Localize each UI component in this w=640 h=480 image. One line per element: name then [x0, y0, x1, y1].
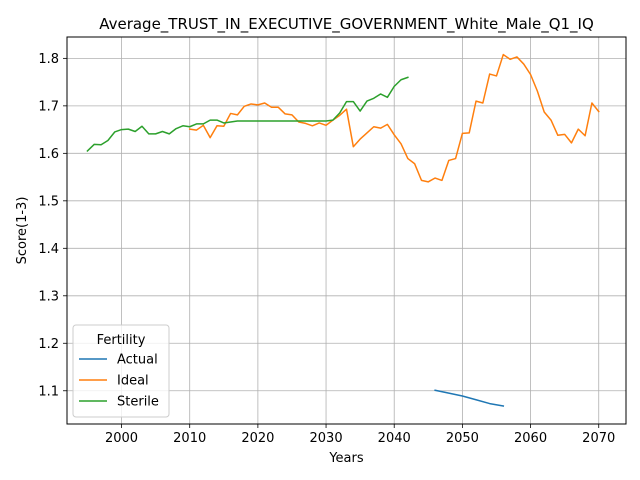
- legend-label-ideal: Ideal: [117, 374, 149, 389]
- legend-box: [72, 324, 170, 418]
- x-tick-label: 2040: [378, 431, 411, 446]
- legend-entries: Actual Ideal Sterile: [79, 353, 159, 410]
- y-tick-label: 1.1: [38, 384, 59, 399]
- y-tick-label: 1.8: [38, 52, 59, 67]
- y-tick-label: 1.5: [38, 194, 59, 209]
- y-tick-label: 1.3: [38, 289, 59, 304]
- y-axis-label: Score(1-3): [15, 197, 30, 265]
- legend-label-sterile: Sterile: [117, 395, 159, 410]
- x-tick-label: 2050: [446, 431, 479, 446]
- x-tick-label: 2020: [241, 431, 274, 446]
- legend-title: Fertility: [97, 333, 146, 348]
- plot-frame: [66, 36, 627, 425]
- x-tick-label: 2000: [105, 431, 138, 446]
- legend-label-actual: Actual: [117, 353, 158, 368]
- x-axis-label: Years: [328, 451, 364, 466]
- series-line-ideal: [188, 53, 600, 183]
- series-line-sterile: [86, 76, 409, 153]
- x-tick-label: 2010: [173, 431, 206, 446]
- y-tick-label: 1.7: [38, 99, 59, 114]
- series-line-actual: [434, 389, 505, 407]
- y-tick-label: 1.4: [38, 242, 59, 257]
- x-tick-label: 2030: [310, 431, 343, 446]
- x-tick-label: 2070: [582, 431, 615, 446]
- y-tick-label: 1.2: [38, 337, 59, 352]
- x-tick-label: 2060: [514, 431, 547, 446]
- axis-ticks: 2000 2010 2020 2030 2040 2050 2060 2070 1.1 1.2 1.…: [38, 52, 615, 446]
- y-tick-label: 1.6: [38, 147, 59, 162]
- chart-title: Average_TRUST_IN_EXECUTIVE_GOVERNMENT_Wh…: [99, 15, 594, 34]
- legend: Fertility Actual Ideal Sterile: [72, 324, 170, 418]
- series-layer: [86, 53, 600, 407]
